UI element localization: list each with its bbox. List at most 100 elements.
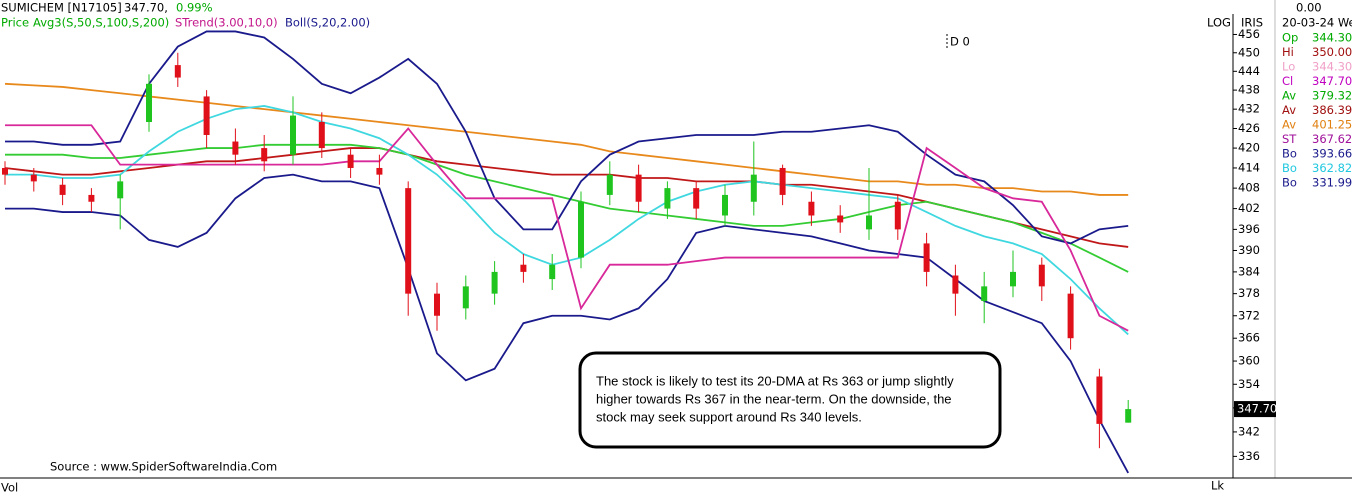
candle-body: [347, 154, 354, 168]
info-value: 401.25: [1312, 118, 1352, 132]
info-label: Av: [1282, 89, 1296, 103]
y-tick-label: 360: [1238, 354, 1260, 368]
candle-body: [1010, 271, 1016, 287]
last-price-box: [1234, 401, 1276, 418]
y-tick-label: 342: [1238, 424, 1260, 438]
y-tick-label: 372: [1238, 308, 1260, 322]
indicator-line: [4, 82, 1129, 196]
price: 347.70,: [124, 1, 168, 15]
y-tick-label: 420: [1238, 141, 1260, 155]
info-top: 0.00: [1296, 1, 1322, 15]
candle-body: [923, 243, 930, 272]
candle-body: [549, 264, 556, 280]
candle-body: [376, 167, 383, 175]
last-price: 347.70: [1237, 402, 1277, 416]
indicator-line: [5, 30, 1129, 245]
y-tick-label: 354: [1238, 377, 1260, 391]
y-tick-label: 336: [1238, 449, 1260, 463]
scale-label: LOG: [1207, 16, 1231, 30]
candle-body: [117, 181, 124, 199]
info-label: Lo: [1282, 60, 1295, 74]
info-date: 20-03-24 We: [1282, 16, 1352, 30]
row2-label: Avg3(S,50,S,100,S,200): [33, 16, 169, 30]
info-label: Bo: [1282, 176, 1297, 190]
y-tick-label: 396: [1238, 222, 1260, 236]
row2-label: STrend(3.00,10,0): [175, 16, 278, 30]
candle-body: [203, 96, 210, 135]
info-value: 362.82: [1312, 161, 1352, 175]
candle-body: [894, 201, 901, 230]
y-tick-label: 378: [1238, 286, 1260, 300]
info-label: ST: [1282, 132, 1297, 146]
candle-body: [981, 286, 988, 301]
y-tick-label: 390: [1238, 243, 1260, 257]
candle-body: [146, 83, 152, 123]
candle-body: [693, 188, 700, 209]
annotation-box: [578, 351, 1002, 449]
candle-body: [30, 174, 37, 182]
candle-body: [779, 167, 786, 195]
candle-body: [1067, 293, 1074, 339]
info-value: 393.66: [1312, 147, 1352, 161]
candle-body: [578, 201, 584, 258]
indicator-line: [5, 143, 1129, 273]
candle-body: [635, 174, 642, 202]
indicator-line: [5, 105, 1129, 336]
annotation-line: stock may seek support around Rs 340 lev…: [596, 409, 862, 424]
candle-body: [318, 122, 325, 149]
candle-body: [808, 201, 815, 216]
annotation-line: higher towards Rs 367 in the near-term. …: [596, 391, 952, 406]
y-tick-label: 450: [1238, 45, 1260, 59]
candle-body: [866, 215, 872, 230]
y-tick-label: 438: [1238, 83, 1260, 97]
info-value: 331.99: [1312, 176, 1352, 190]
info-label: Av: [1282, 118, 1296, 132]
info-value: 350.00: [1312, 45, 1352, 59]
candle-body: [174, 65, 181, 78]
y-tick-label: 384: [1238, 264, 1260, 278]
y-tick-label: 456: [1238, 27, 1260, 41]
candle-body: [664, 188, 671, 209]
y-tick-label: 444: [1238, 64, 1260, 78]
candle-body: [88, 194, 95, 202]
annotation-line: The stock is likely to test its 20-DMA a…: [596, 373, 954, 388]
footer-left: Vol: [1, 481, 18, 494]
indicator-line: [5, 173, 1129, 474]
info-value: 367.62: [1312, 132, 1352, 146]
info-value: 379.32: [1312, 89, 1352, 103]
info-value: 344.30: [1312, 31, 1352, 45]
info-label: Bo: [1282, 161, 1297, 175]
y-tick-label: 426: [1238, 121, 1260, 135]
info-label: Hi: [1282, 45, 1294, 59]
footer-right: Lk: [1211, 479, 1224, 493]
y-tick-label: 408: [1238, 181, 1260, 195]
candle-body: [1038, 264, 1045, 287]
y-tick-label: 414: [1238, 160, 1260, 174]
candle-body: [1125, 409, 1132, 423]
info-label: Op: [1282, 31, 1298, 45]
candle-body: [2, 167, 8, 175]
info-value: 386.39: [1312, 103, 1352, 117]
candle-body: [232, 141, 239, 155]
candle-body: [520, 264, 527, 272]
symbol: SUMICHEM [N17105]: [1, 1, 122, 15]
row2-label: Boll(S,20,2.00): [285, 16, 370, 30]
candle-body: [606, 174, 613, 195]
candle-body: [952, 275, 959, 294]
candle-body: [261, 148, 268, 162]
row2-label: Price: [1, 16, 29, 30]
info-label: Bo: [1282, 147, 1297, 161]
candle-body: [837, 215, 844, 223]
candle-body: [722, 194, 728, 216]
info-label: Av: [1282, 103, 1296, 117]
candle-body: [750, 174, 757, 202]
candle-body: [462, 286, 469, 309]
y-tick-label: 366: [1238, 331, 1260, 345]
candle-body: [1096, 376, 1103, 424]
source: Source : www.SpiderSoftwareIndia.Com: [50, 460, 277, 474]
candle-body: [59, 184, 66, 195]
info-label: Cl: [1282, 74, 1293, 88]
candle-body: [405, 188, 412, 294]
